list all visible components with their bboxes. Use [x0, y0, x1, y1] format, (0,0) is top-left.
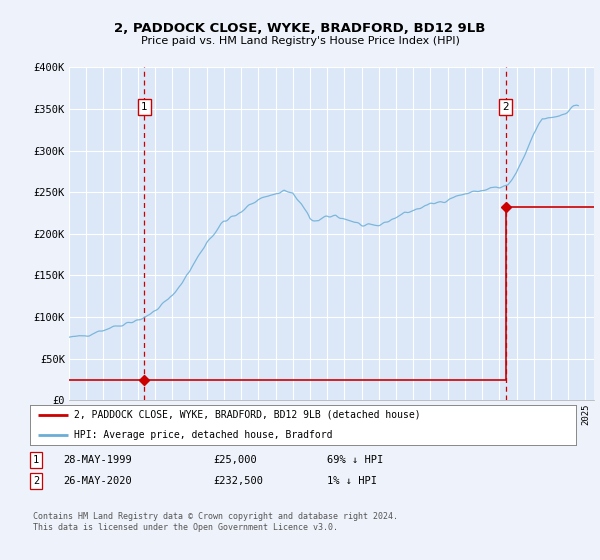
Text: 26-MAY-2020: 26-MAY-2020 [63, 476, 132, 486]
Text: £232,500: £232,500 [213, 476, 263, 486]
Text: 2: 2 [503, 102, 509, 112]
Text: 2, PADDOCK CLOSE, WYKE, BRADFORD, BD12 9LB (detached house): 2, PADDOCK CLOSE, WYKE, BRADFORD, BD12 9… [74, 410, 421, 420]
Text: 1: 1 [141, 102, 148, 112]
Text: 2: 2 [33, 476, 39, 486]
Text: HPI: Average price, detached house, Bradford: HPI: Average price, detached house, Brad… [74, 430, 332, 440]
Text: 28-MAY-1999: 28-MAY-1999 [63, 455, 132, 465]
Text: Contains HM Land Registry data © Crown copyright and database right 2024.
This d: Contains HM Land Registry data © Crown c… [33, 512, 398, 532]
Text: Price paid vs. HM Land Registry's House Price Index (HPI): Price paid vs. HM Land Registry's House … [140, 36, 460, 46]
Text: 2, PADDOCK CLOSE, WYKE, BRADFORD, BD12 9LB: 2, PADDOCK CLOSE, WYKE, BRADFORD, BD12 9… [115, 22, 485, 35]
Text: 1: 1 [33, 455, 39, 465]
Text: 69% ↓ HPI: 69% ↓ HPI [327, 455, 383, 465]
Text: £25,000: £25,000 [213, 455, 257, 465]
Text: 1% ↓ HPI: 1% ↓ HPI [327, 476, 377, 486]
